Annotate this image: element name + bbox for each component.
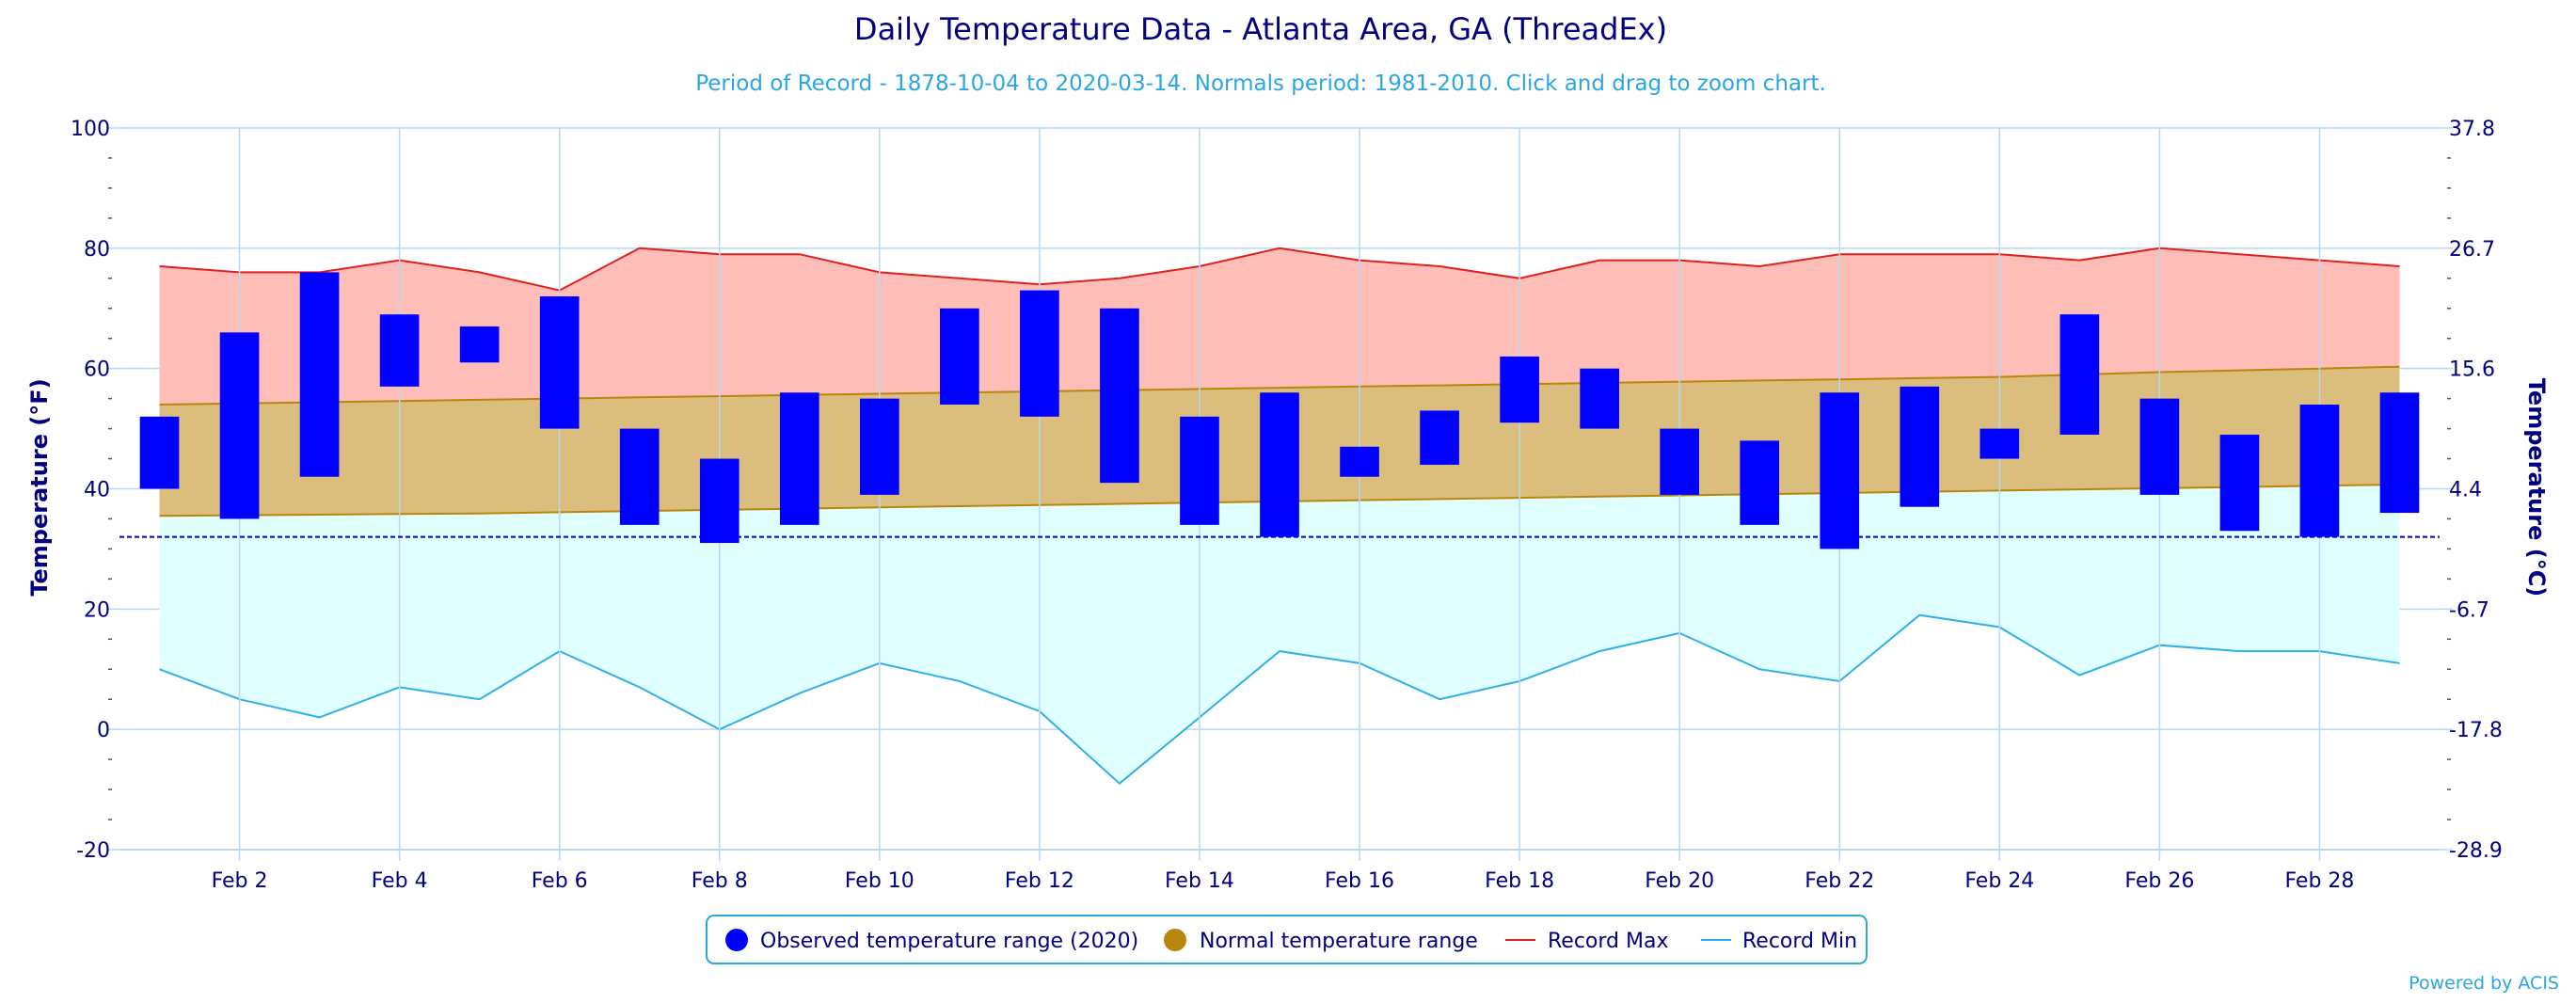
observed-bar: [1660, 428, 1700, 495]
observed-bar: [1100, 308, 1139, 484]
observed-bar: [619, 428, 660, 525]
observed-bar: [1580, 368, 1619, 429]
observed-bar: [940, 308, 979, 406]
legend-observed-marker: [725, 929, 748, 951]
legend-normal-label: Normal temperature range: [1200, 930, 1478, 953]
x-tick-label: Feb 6: [532, 869, 588, 893]
y-tick-label-right: -17.8: [2449, 719, 2503, 742]
observed-bar: [379, 314, 420, 387]
chart-subtitle: Period of Record - 1878-10-04 to 2020-03…: [695, 72, 1826, 96]
x-tick-label: Feb 24: [1964, 869, 2034, 893]
y-tick-label-left: 80: [84, 238, 110, 262]
x-tick-label: Feb 14: [1165, 869, 1234, 893]
observed-bar: [859, 398, 899, 495]
x-tick-label: Feb 10: [845, 869, 914, 893]
observed-bar: [219, 332, 260, 519]
observed-bar: [1260, 392, 1299, 537]
observed-bar: [1820, 392, 1860, 549]
y-tick-label-left: 100: [71, 118, 110, 141]
x-tick-label: Feb 8: [692, 869, 748, 893]
observed-bar: [2139, 398, 2180, 495]
legend-record-max-label: Record Max: [1548, 930, 1669, 953]
powered-by-acis-link[interactable]: Powered by ACIS: [2409, 973, 2559, 994]
observed-bar: [2379, 392, 2420, 514]
observed-bar: [1900, 386, 1940, 507]
observed-bar: [1340, 446, 1379, 477]
y-tick-label-left: 60: [84, 358, 110, 382]
x-tick-label: Feb 20: [1645, 869, 1714, 893]
observed-bar: [1980, 428, 2020, 459]
observed-bar: [1020, 290, 1059, 417]
legend-record-min-label: Record Min: [1742, 930, 1857, 953]
y-tick-label-left: 40: [84, 479, 110, 502]
y-tick-label-left: 20: [84, 598, 110, 622]
observed-bar: [1420, 410, 1459, 465]
y-tick-label-right: 4.4: [2449, 479, 2482, 502]
x-tick-label: Feb 18: [1485, 869, 1554, 893]
legend-box: [706, 915, 1868, 964]
x-tick-label: Feb 26: [2124, 869, 2194, 893]
x-tick-label: Feb 28: [2284, 869, 2354, 893]
observed-bar: [539, 295, 580, 429]
record-min-line: [159, 613, 2400, 786]
y-axis-label-right: Temperature (°C): [2523, 378, 2550, 597]
legend-normal-marker: [1164, 929, 1186, 951]
x-tick-label: Feb 12: [1005, 869, 1074, 893]
x-tick-label: Feb 4: [372, 869, 428, 893]
x-tick-label: Feb 16: [1325, 869, 1394, 893]
legend: Observed temperature range (2020) Normal …: [706, 915, 1868, 964]
y-tick-label-right: -6.7: [2449, 598, 2489, 622]
y-tick-label-right: -28.9: [2449, 839, 2503, 863]
observed-bar: [459, 326, 500, 363]
y-axis-label-left: Temperature (°F): [26, 378, 53, 596]
y-tick-label-right: 15.6: [2449, 358, 2495, 382]
legend-observed-label: Observed temperature range (2020): [760, 930, 1138, 953]
chart-title: Daily Temperature Data - Atlanta Area, G…: [854, 11, 1667, 47]
y-tick-label-right: 26.7: [2449, 238, 2495, 262]
normal-high-line: [159, 365, 2400, 406]
y-tick-label-left: 0: [97, 719, 110, 742]
observed-bar: [1500, 356, 1539, 423]
observed-bar: [2059, 314, 2100, 435]
x-tick-label: Feb 22: [1805, 869, 1874, 893]
record-max-line: [159, 247, 2400, 292]
observed-bar: [2219, 434, 2260, 532]
x-tick-label: Feb 2: [212, 869, 268, 893]
observed-bar: [1740, 440, 1780, 525]
observed-bar: [1180, 416, 1219, 525]
observed-bar: [699, 458, 739, 544]
observed-bar: [299, 272, 340, 477]
observed-bar: [2299, 405, 2340, 537]
y-tick-label-right: 37.8: [2449, 118, 2495, 141]
observed-bar: [779, 392, 819, 525]
observed-bar: [139, 416, 180, 489]
y-tick-label-left: -20: [76, 839, 110, 863]
